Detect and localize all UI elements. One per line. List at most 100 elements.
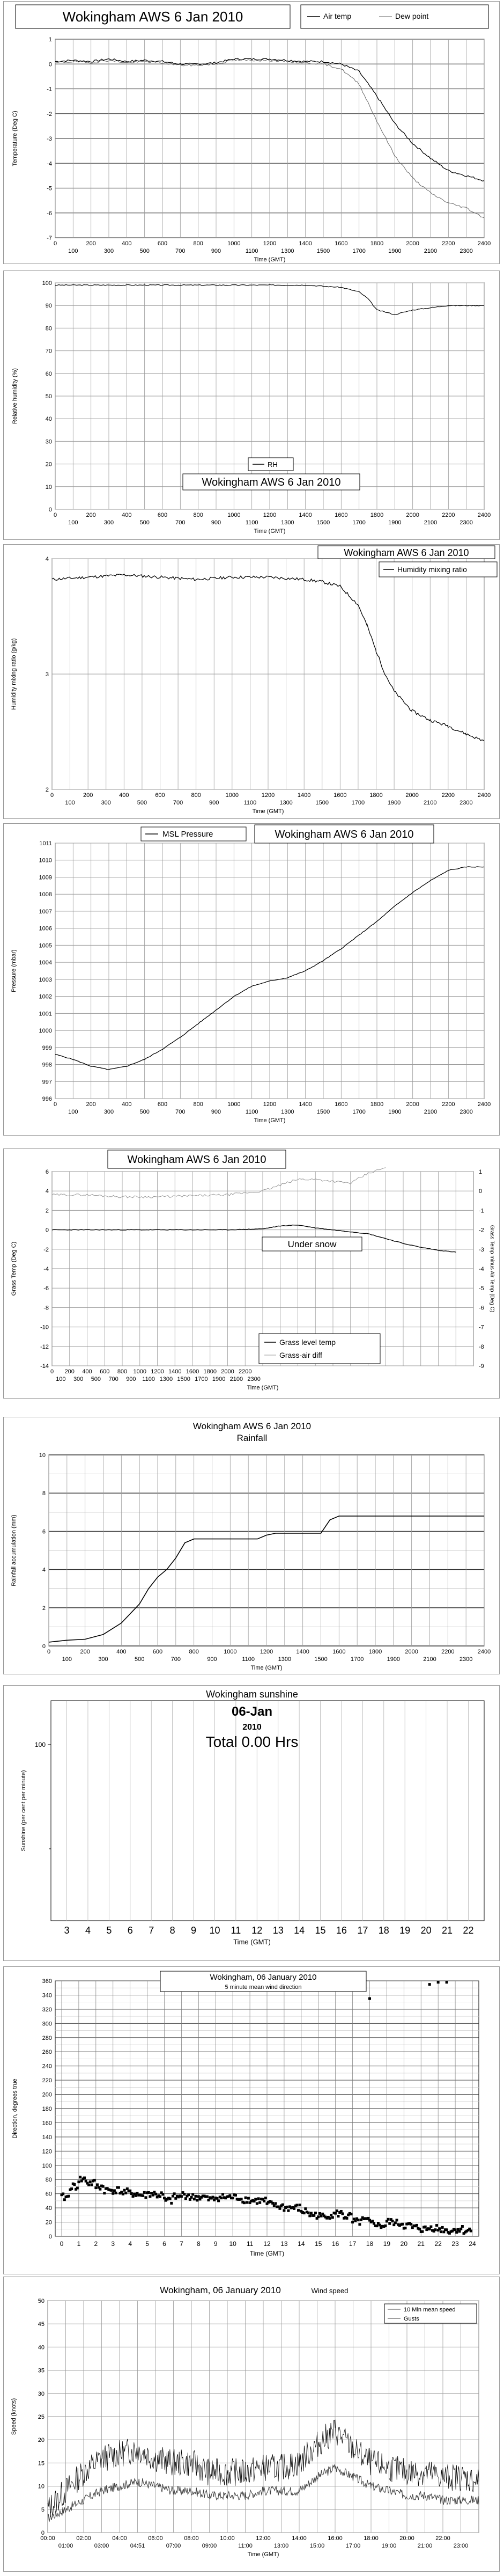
- direction-point: [93, 2178, 96, 2182]
- direction-point: [117, 2186, 120, 2189]
- y-tick-label: 2: [42, 1605, 46, 1612]
- direction-point: [318, 2212, 321, 2215]
- x-tick-label: 900: [211, 519, 221, 526]
- x-tick-label: 14: [298, 2240, 305, 2248]
- direction-point: [371, 2220, 374, 2223]
- direction-point: [184, 2197, 187, 2200]
- y-right-tick-label: -9: [479, 1363, 484, 1370]
- x-tick-label: 1800: [370, 240, 383, 247]
- x-tick-label: 500: [135, 1656, 144, 1663]
- x-tick-label: 1400: [299, 240, 312, 247]
- x-tick-label: 11: [231, 1925, 241, 1936]
- direction-point: [338, 2211, 342, 2214]
- direction-point: [113, 2189, 116, 2192]
- direction-point: [154, 2192, 158, 2196]
- y-tick-label: 1007: [39, 909, 52, 915]
- pressure-chart: 1011101010091008100710061005100410031002…: [11, 824, 491, 1124]
- direction-point: [69, 2188, 72, 2191]
- x-tick-label: 300: [104, 248, 114, 254]
- y-tick-label: 120: [42, 2148, 52, 2155]
- x-tick-label: 13: [280, 2240, 288, 2248]
- direction-point: [155, 2196, 159, 2199]
- y-tick-label: 90: [46, 303, 52, 309]
- x-tick-label: 700: [173, 800, 183, 806]
- direction-point: [293, 2207, 296, 2210]
- direction-point: [456, 2228, 459, 2231]
- direction-point: [445, 1981, 448, 1984]
- x-tick-label: 2200: [442, 512, 455, 518]
- direction-point: [435, 2224, 439, 2227]
- x-axis-label: Time (GMT): [251, 1665, 283, 1671]
- x-tick-label: 1600: [333, 792, 346, 799]
- direction-point: [417, 2227, 420, 2230]
- x-tick-label: 1000: [224, 1649, 236, 1655]
- direction-point: [90, 2183, 93, 2186]
- direction-point: [71, 2182, 75, 2185]
- x-tick-label: 01:00: [58, 2543, 73, 2549]
- direction-point: [164, 2199, 167, 2202]
- y-tick-label: 260: [42, 2049, 52, 2055]
- direction-point: [253, 2200, 256, 2203]
- annotation-under-snow: Under snow: [288, 1239, 337, 1249]
- direction-point: [381, 2224, 384, 2228]
- y-tick-label: 1004: [39, 960, 52, 966]
- legend-label-rh: RH: [268, 460, 278, 469]
- direction-point: [84, 2179, 87, 2183]
- x-tick-label: 800: [193, 240, 203, 247]
- direction-point: [213, 2198, 216, 2201]
- x-tick-label: 700: [175, 519, 185, 526]
- y-tick-label: -10: [40, 1324, 49, 1331]
- x-tick-label: 1900: [388, 800, 401, 806]
- x-tick-label: 2000: [406, 1101, 419, 1108]
- direction-point: [97, 2186, 100, 2189]
- direction-point: [301, 2211, 304, 2214]
- x-tick-label: 14: [294, 1925, 305, 1936]
- direction-point: [431, 2229, 434, 2232]
- y-tick-label: 50: [46, 393, 52, 400]
- x-tick-label: 4: [128, 2240, 132, 2248]
- direction-point: [150, 2192, 153, 2195]
- direction-point: [171, 2194, 174, 2198]
- chart-title: Wokingham sunshine: [206, 1689, 298, 1700]
- x-tick-label: 03:00: [94, 2543, 109, 2549]
- direction-point: [143, 2191, 146, 2194]
- legend-label-mixing-ratio: Humidity mixing ratio: [397, 565, 467, 574]
- x-tick-label: 1600: [335, 1101, 347, 1108]
- direction-point: [187, 2193, 190, 2197]
- y-tick-label: 997: [42, 1079, 52, 1085]
- direction-point: [442, 2230, 446, 2234]
- direction-point: [180, 2195, 183, 2198]
- direction-point: [367, 2216, 370, 2220]
- direction-point: [83, 2176, 86, 2179]
- x-tick-label: 1700: [352, 800, 365, 806]
- x-tick-label: 500: [139, 248, 149, 254]
- direction-point: [309, 2212, 313, 2215]
- direction-point: [405, 2222, 409, 2226]
- direction-point: [462, 2232, 465, 2235]
- direction-point: [194, 2194, 197, 2198]
- y-axis-label: Direction, degrees true: [12, 2079, 18, 2138]
- series-grass-level-temp-line: [51, 1224, 456, 1253]
- series-dew-point-line: [55, 58, 485, 218]
- y-tick-label: 998: [42, 1062, 52, 1069]
- direction-point: [276, 2205, 279, 2208]
- y-tick-label: 3: [46, 671, 49, 678]
- direction-point: [267, 2201, 270, 2204]
- x-tick-label: 22:00: [435, 2535, 450, 2542]
- direction-point: [394, 2221, 397, 2224]
- direction-point: [101, 2185, 105, 2188]
- x-tick-label: 1800: [370, 512, 383, 518]
- x-tick-label: 0: [54, 240, 57, 247]
- direction-point: [322, 2214, 325, 2218]
- x-tick-label: 800: [193, 512, 203, 518]
- chart-title: Wokingham AWS 6 Jan 2010: [63, 9, 243, 25]
- x-tick-label: 10:00: [220, 2535, 235, 2542]
- direction-point: [418, 2228, 421, 2231]
- direction-point: [147, 2191, 150, 2194]
- y-tick-label: 240: [42, 2063, 52, 2070]
- direction-point: [251, 2199, 254, 2202]
- x-tick-label: 500: [139, 1109, 149, 1115]
- chart-total: Total 0.00 Hrs: [206, 1733, 299, 1750]
- direction-point: [411, 2226, 414, 2229]
- series-mean-speed-line: [47, 2464, 479, 2522]
